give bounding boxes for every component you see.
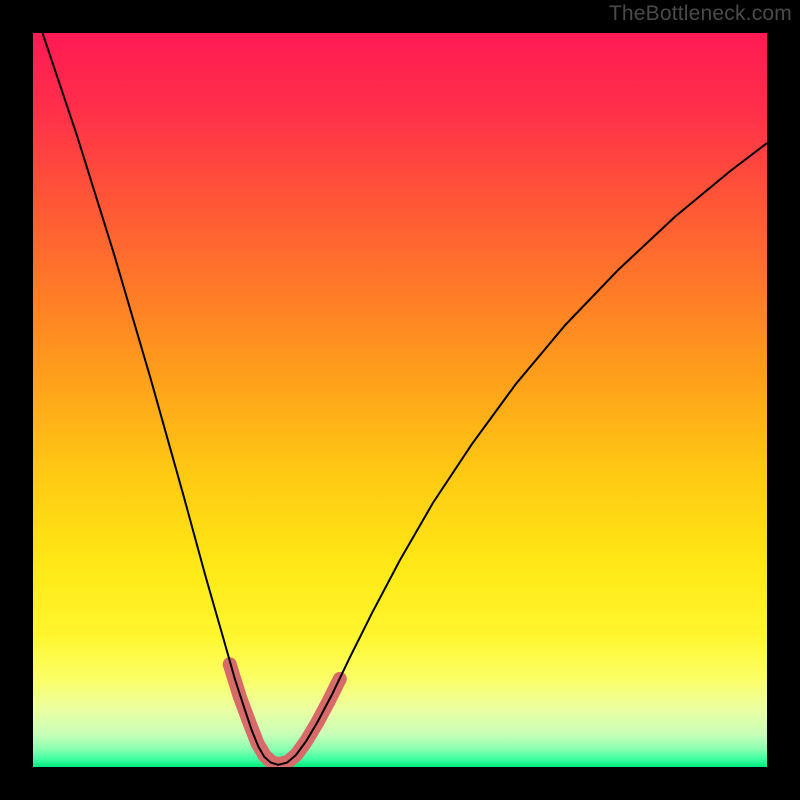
- watermark-text: TheBottleneck.com: [609, 2, 792, 26]
- plot-area: [33, 33, 767, 767]
- chart-frame: [0, 0, 800, 800]
- gradient-background: [33, 33, 767, 767]
